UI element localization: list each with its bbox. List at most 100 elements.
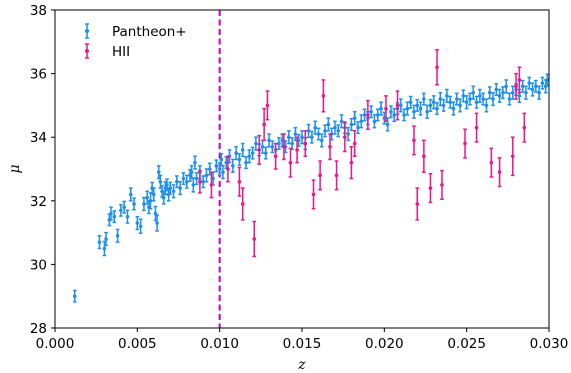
data-point (389, 105, 393, 119)
point-marker (530, 87, 535, 92)
x-tick-label: 0.005 (118, 336, 157, 352)
data-point (362, 108, 367, 122)
point-marker (109, 211, 113, 216)
legend-marker-hii (85, 43, 89, 59)
data-point (287, 130, 291, 145)
data-point (339, 114, 344, 129)
point-marker (273, 154, 278, 159)
point-marker (132, 202, 136, 206)
point-marker (318, 173, 322, 178)
data-point (119, 203, 123, 217)
data-point (273, 142, 278, 170)
data-point (237, 166, 242, 197)
data-point (252, 220, 257, 258)
point-marker (155, 221, 159, 225)
data-point (438, 91, 443, 107)
point-marker (402, 113, 406, 117)
data-point (379, 101, 383, 116)
data-point (104, 231, 108, 247)
point-marker (356, 125, 360, 130)
data-point (132, 197, 136, 211)
point-marker (226, 167, 230, 171)
point-marker (282, 144, 286, 149)
data-point (115, 228, 120, 243)
data-point (328, 133, 332, 161)
point-marker (522, 125, 527, 130)
data-point (463, 128, 467, 159)
data-point (247, 149, 252, 164)
point-marker (487, 90, 492, 95)
point-marker (471, 90, 476, 95)
point-marker (240, 148, 245, 152)
legend-label-hii: HII (112, 44, 130, 60)
point-marker (295, 148, 299, 152)
point-marker (349, 122, 354, 127)
x-tick-label: 0.000 (36, 336, 75, 352)
point-marker (481, 97, 485, 101)
data-point (128, 187, 133, 202)
legend-point (85, 49, 89, 53)
data-point (257, 134, 261, 165)
data-point (310, 130, 314, 144)
data-point (534, 79, 538, 93)
x-tick-label: 0.015 (283, 336, 322, 352)
point-marker (193, 160, 197, 165)
point-marker (112, 214, 117, 219)
data-point (487, 86, 492, 100)
data-point (537, 85, 541, 100)
point-marker (435, 106, 439, 111)
point-marker (497, 170, 502, 174)
data-point (484, 98, 489, 113)
data-point (198, 169, 202, 194)
point-marker (214, 164, 219, 168)
point-marker (135, 221, 140, 225)
data-point (270, 140, 275, 154)
point-marker (441, 103, 446, 108)
point-marker (240, 202, 245, 206)
data-point (234, 145, 238, 161)
point-marker (168, 186, 173, 190)
point-marker (478, 94, 482, 98)
x-axis-label: z (297, 357, 306, 373)
data-point (514, 72, 518, 100)
point-marker (408, 100, 413, 105)
data-point (431, 95, 436, 110)
data-point (418, 101, 423, 116)
data-point (334, 160, 339, 191)
y-tick-label: 30 (30, 257, 47, 273)
point-marker (175, 179, 179, 184)
point-marker (517, 78, 522, 82)
data-point (321, 79, 326, 113)
data-point (240, 142, 245, 158)
data-point (142, 196, 146, 212)
point-marker (231, 164, 235, 168)
data-point (311, 179, 316, 210)
y-tick-label: 36 (30, 67, 47, 83)
data-point (262, 107, 266, 142)
point-marker (352, 141, 357, 146)
data-point (175, 175, 179, 189)
data-point (306, 123, 311, 138)
data-point (343, 122, 347, 153)
data-point (435, 102, 439, 116)
point-marker (510, 90, 515, 95)
data-point (510, 136, 515, 177)
point-marker (389, 109, 393, 114)
data-point (209, 171, 214, 199)
data-point (402, 108, 406, 122)
point-marker (540, 81, 545, 85)
point-marker (422, 97, 426, 101)
point-marker (313, 125, 317, 130)
data-point (295, 136, 299, 164)
point-marker (122, 205, 126, 209)
legend-marker-pantheon (85, 23, 89, 39)
data-point (138, 218, 143, 234)
data-point (109, 206, 113, 221)
x-tick-label: 0.020 (365, 336, 404, 352)
data-point (171, 184, 176, 199)
data-point (254, 136, 258, 151)
point-marker (379, 106, 383, 111)
data-point (375, 108, 380, 122)
